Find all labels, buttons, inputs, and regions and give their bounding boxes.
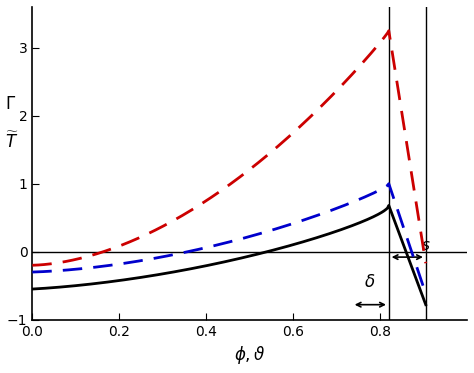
Text: $\delta$: $\delta$ [364, 273, 375, 291]
X-axis label: $\phi,\vartheta$: $\phi,\vartheta$ [234, 344, 265, 366]
Text: $\Gamma$: $\Gamma$ [5, 95, 16, 113]
Text: s: s [421, 238, 429, 253]
Text: $\widetilde{T}$: $\widetilde{T}$ [5, 131, 18, 152]
